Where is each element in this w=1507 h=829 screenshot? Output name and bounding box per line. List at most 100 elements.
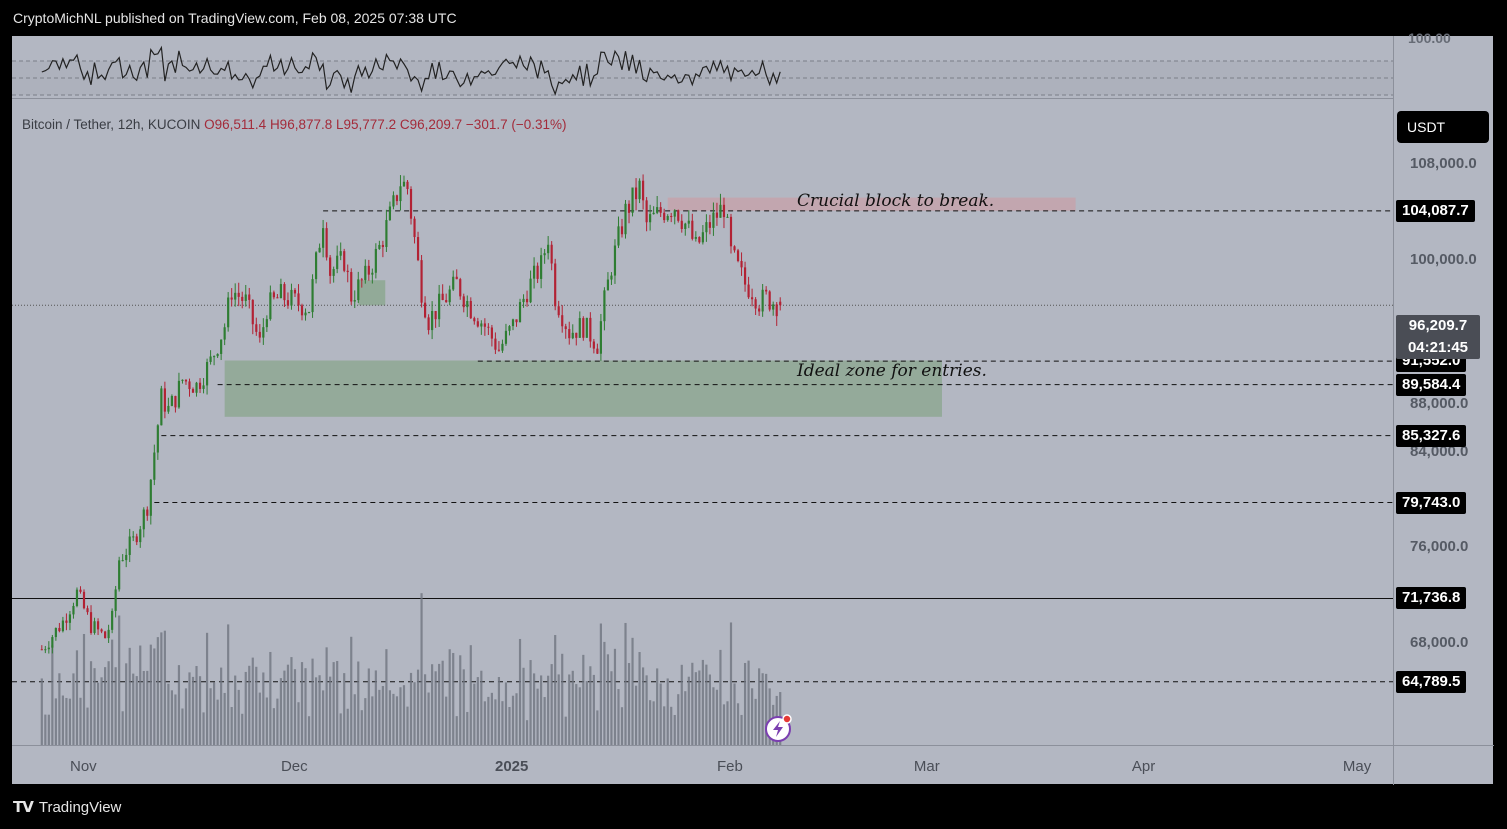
candle[interactable] — [139, 529, 142, 543]
candle[interactable] — [93, 621, 96, 633]
candle[interactable] — [89, 612, 93, 633]
candle[interactable] — [79, 589, 82, 592]
candle[interactable] — [483, 323, 486, 327]
candle[interactable] — [554, 263, 557, 307]
candle[interactable] — [174, 395, 177, 408]
candle[interactable] — [258, 331, 261, 338]
candle[interactable] — [452, 276, 455, 290]
resistance-zone[interactable] — [667, 197, 1076, 211]
candle[interactable] — [272, 292, 275, 298]
candle[interactable] — [589, 317, 592, 342]
candle[interactable] — [413, 218, 416, 238]
candle[interactable] — [501, 343, 504, 351]
candle[interactable] — [75, 589, 79, 606]
candle[interactable] — [568, 329, 571, 339]
candle[interactable] — [385, 220, 388, 248]
candle[interactable] — [297, 293, 300, 306]
price-axis[interactable]: 100.00 USDT 108,000.0 100,000.0 88,000.0 84… — [1393, 30, 1494, 745]
candle[interactable] — [111, 610, 114, 630]
candle[interactable] — [550, 244, 553, 264]
candle[interactable] — [121, 560, 124, 562]
candle[interactable] — [416, 237, 420, 261]
candle[interactable] — [627, 203, 631, 213]
candle[interactable] — [649, 214, 652, 223]
candle[interactable] — [395, 195, 399, 202]
candle[interactable] — [68, 614, 72, 623]
candle[interactable] — [518, 302, 522, 323]
mini-zone[interactable] — [358, 280, 386, 306]
candle[interactable] — [241, 296, 244, 301]
candle[interactable] — [128, 536, 131, 555]
candle[interactable] — [227, 297, 230, 328]
candle[interactable] — [216, 353, 219, 357]
candle[interactable] — [125, 554, 128, 561]
candle[interactable] — [388, 206, 392, 221]
candle[interactable] — [223, 327, 226, 340]
time-axis[interactable]: Nov Dec 2025 Feb Mar Apr May — [12, 745, 1393, 785]
candle[interactable] — [237, 292, 240, 297]
candle[interactable] — [107, 629, 110, 639]
candle[interactable] — [420, 260, 423, 303]
candle[interactable] — [490, 327, 493, 339]
candle[interactable] — [596, 348, 599, 354]
candle[interactable] — [642, 180, 645, 201]
candle[interactable] — [529, 278, 532, 303]
candle[interactable] — [209, 356, 212, 362]
candle[interactable] — [680, 220, 683, 229]
candle[interactable] — [462, 296, 465, 308]
candle[interactable] — [532, 265, 536, 279]
candle[interactable] — [571, 332, 574, 339]
level-price-tag[interactable]: 104,087.7 — [1396, 199, 1475, 222]
candle[interactable] — [603, 290, 606, 322]
footer-brand[interactable]: 𝗧𝗩 TradingView — [13, 798, 121, 817]
candle[interactable] — [325, 228, 328, 258]
candle[interactable] — [691, 220, 694, 239]
candle[interactable] — [617, 226, 620, 246]
currency-button[interactable]: USDT — [1397, 111, 1489, 143]
candle[interactable] — [511, 319, 515, 327]
candle[interactable] — [322, 228, 325, 248]
candle[interactable] — [213, 356, 216, 358]
candle[interactable] — [40, 649, 43, 651]
candle[interactable] — [96, 621, 100, 630]
candle[interactable] — [146, 509, 149, 516]
candle[interactable] — [202, 385, 205, 389]
candle[interactable] — [431, 310, 434, 331]
candle[interactable] — [487, 326, 490, 328]
candle[interactable] — [300, 305, 304, 316]
candle[interactable] — [459, 279, 462, 297]
candle[interactable] — [47, 647, 50, 650]
candle[interactable] — [314, 252, 318, 280]
candle[interactable] — [515, 319, 518, 323]
support-annotation[interactable]: Ideal zone for entries. — [797, 361, 987, 381]
candle[interactable] — [265, 319, 268, 328]
candle[interactable] — [543, 253, 546, 256]
candle[interactable] — [283, 284, 286, 301]
candle[interactable] — [726, 216, 729, 218]
candle[interactable] — [466, 300, 469, 308]
symbol-legend[interactable]: Bitcoin / Tether, 12h, KUCOIN O96,511.4 … — [22, 117, 567, 132]
candle[interactable] — [188, 381, 191, 390]
candle[interactable] — [578, 318, 581, 338]
candle[interactable] — [494, 338, 497, 350]
candle[interactable] — [743, 267, 747, 285]
candle[interactable] — [262, 327, 265, 338]
chart-frame[interactable]: Bitcoin / Tether, 12h, KUCOIN O96,511.4 … — [12, 30, 1494, 785]
candle[interactable] — [304, 312, 307, 316]
candle[interactable] — [118, 560, 121, 590]
candle[interactable] — [170, 395, 173, 406]
candle[interactable] — [360, 279, 363, 281]
resistance-annotation[interactable]: Crucial block to break. — [797, 191, 995, 211]
candle[interactable] — [708, 222, 711, 228]
candle[interactable] — [248, 294, 251, 300]
candle[interactable] — [65, 620, 68, 623]
candle[interactable] — [276, 297, 279, 299]
candle[interactable] — [684, 223, 687, 229]
flash-icon[interactable] — [764, 714, 792, 742]
candle[interactable] — [645, 200, 648, 223]
support-zone[interactable] — [224, 360, 942, 417]
candle[interactable] — [522, 298, 525, 303]
candle[interactable] — [599, 321, 602, 354]
candle[interactable] — [712, 212, 715, 228]
candle[interactable] — [255, 324, 258, 332]
